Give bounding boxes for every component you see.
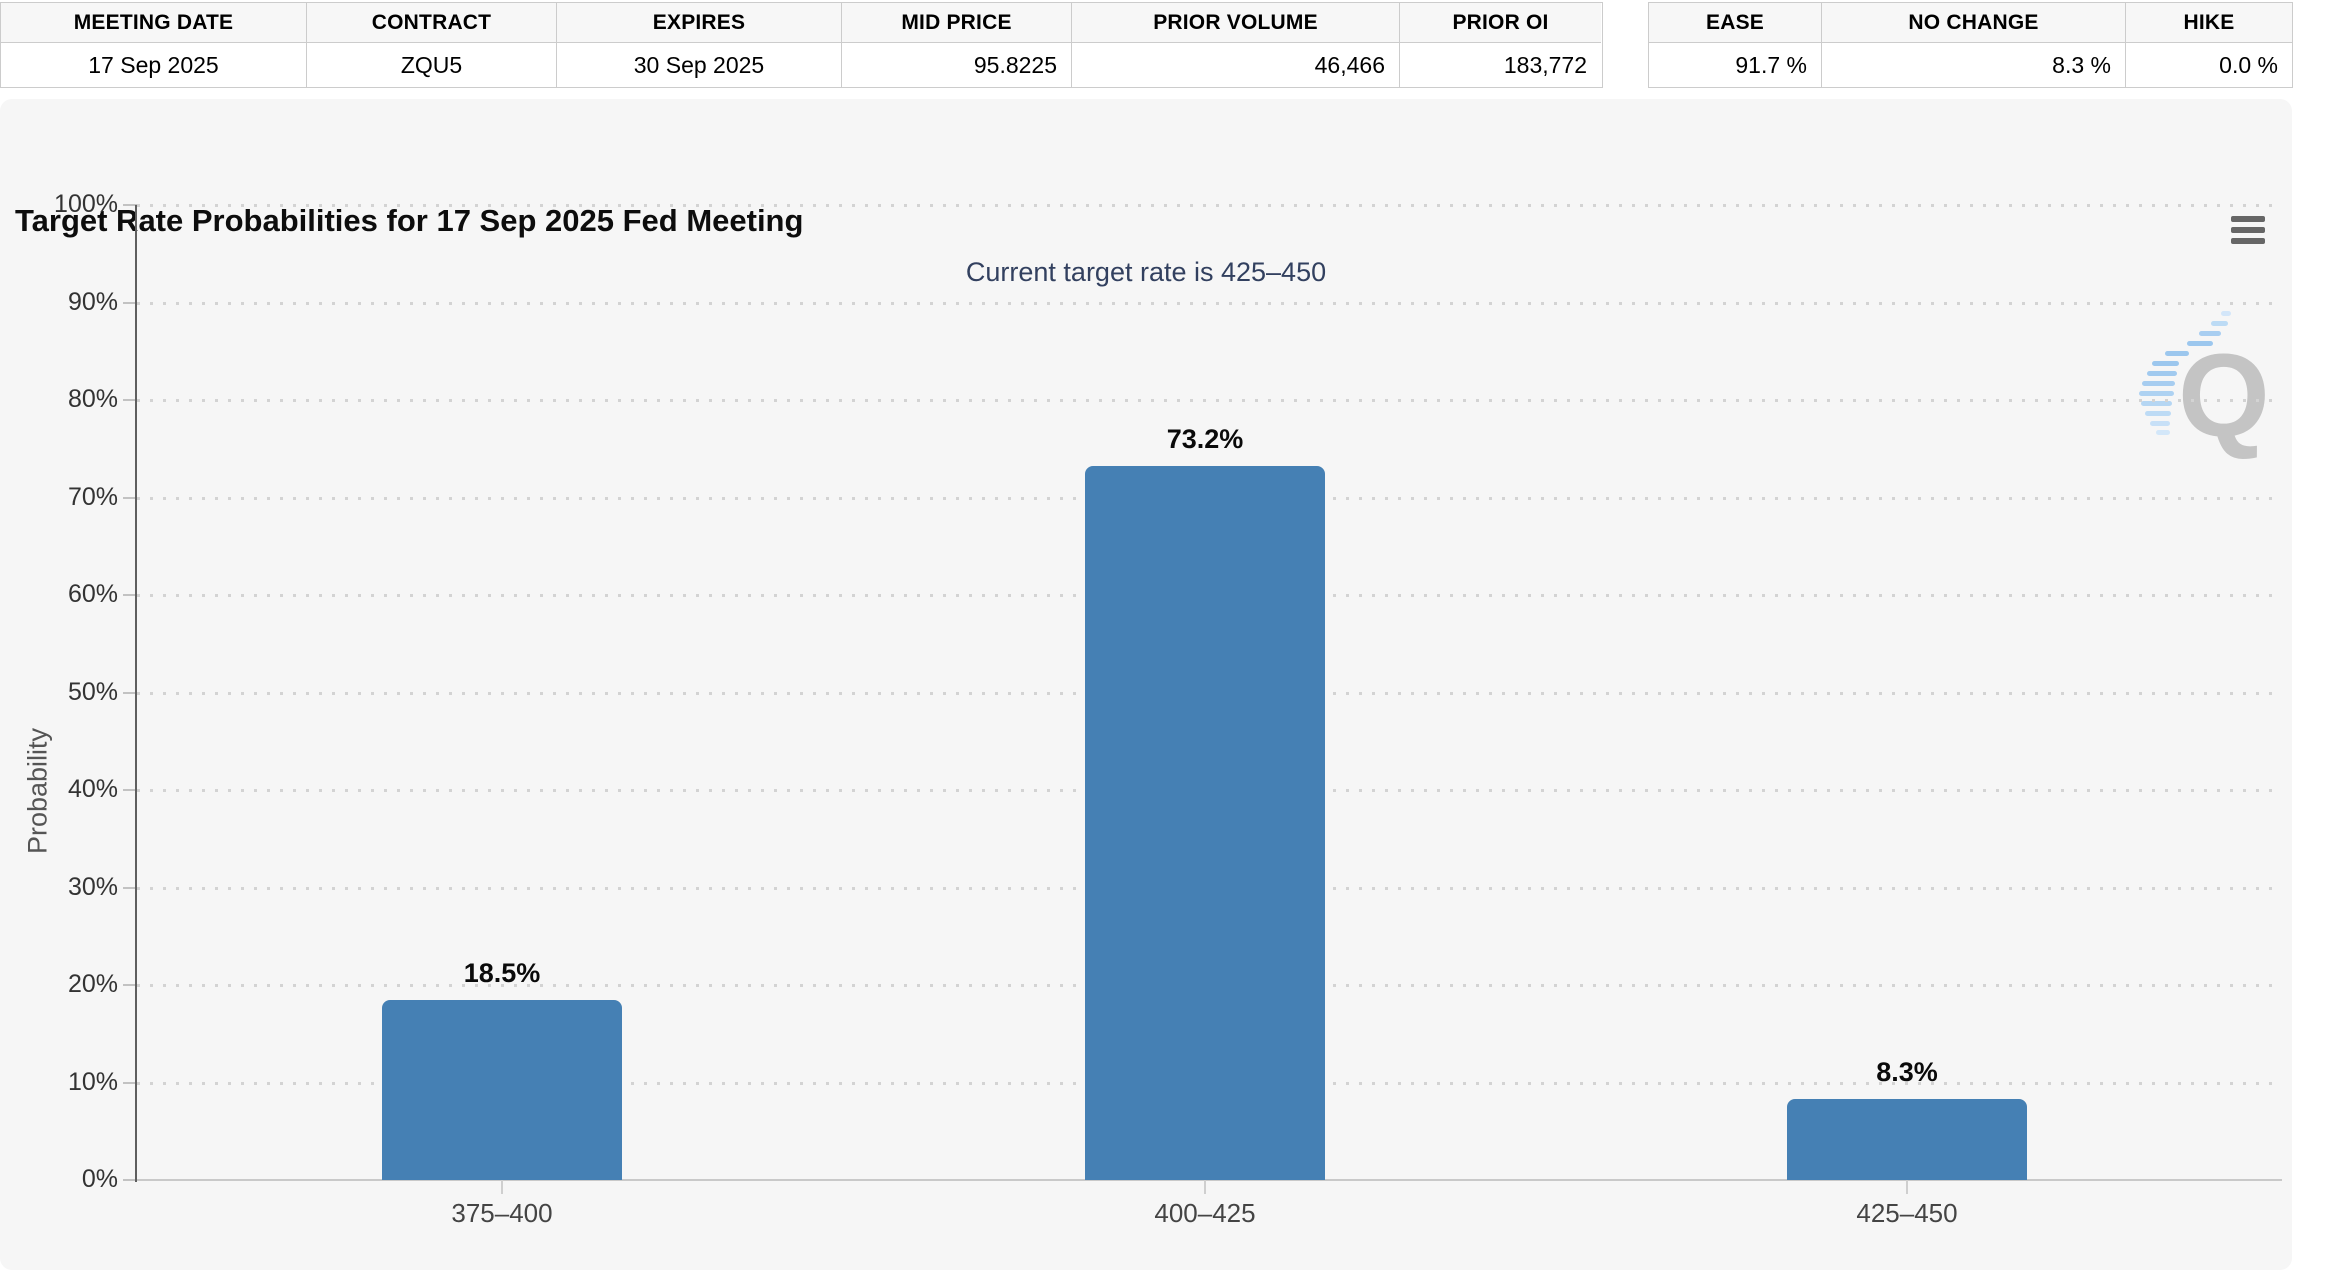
y-axis-tick-label: 60% xyxy=(67,580,118,608)
column-header: HIKE xyxy=(2126,3,2292,43)
y-axis-tick-label: 70% xyxy=(67,482,118,511)
hike-value: 0.0 % xyxy=(2126,43,2292,87)
bar-value-label: 8.3% xyxy=(1876,1057,1938,1087)
y-axis-tick xyxy=(123,1179,137,1181)
y-axis-tick-label: 0% xyxy=(81,1165,118,1193)
watermark-dash xyxy=(2221,311,2231,316)
probability-bar[interactable] xyxy=(1787,1099,2027,1180)
y-axis-tick-label: 50% xyxy=(67,677,118,706)
y-axis-tick xyxy=(123,204,137,206)
y-axis-tick-label: 80% xyxy=(67,385,118,413)
x-axis-tick xyxy=(1204,1180,1206,1194)
expires-value: 30 Sep 2025 xyxy=(557,43,841,87)
column-header: EXPIRES xyxy=(557,3,841,43)
y-axis-line xyxy=(135,205,137,1182)
y-axis-tick-label: 100% xyxy=(54,190,118,218)
x-axis-category-label: 400–425 xyxy=(1154,1198,1256,1228)
table-column-no-change: NO CHANGE 8.3 % xyxy=(1822,3,2126,87)
y-axis-tick xyxy=(123,301,137,304)
y-gridline xyxy=(137,301,2282,305)
y-gridline xyxy=(137,204,2282,207)
watermark-dash xyxy=(2152,361,2179,366)
watermark-dash xyxy=(2141,401,2172,406)
watermark-q-letter: Q xyxy=(2178,330,2270,462)
chart-title: Target Rate Probabilities for 17 Sep 202… xyxy=(15,203,804,238)
column-header: NO CHANGE xyxy=(1822,3,2125,43)
table-column-expires: EXPIRES 30 Sep 2025 xyxy=(557,3,842,87)
bar-value-label: 18.5% xyxy=(463,958,541,988)
watermark-dash xyxy=(2145,411,2171,416)
x-axis-tick xyxy=(501,1180,503,1194)
y-axis-tick xyxy=(123,594,137,596)
watermark-dash xyxy=(2187,341,2213,346)
watermark-dash xyxy=(2156,430,2170,435)
column-header: PRIOR OI xyxy=(1400,3,1601,43)
mid-price-value: 95.8225 xyxy=(842,43,1071,87)
futures-contract-table: MEETING DATE 17 Sep 2025 CONTRACT ZQU5 E… xyxy=(0,2,1603,88)
probability-bar[interactable] xyxy=(1085,466,1325,1180)
chart-subtitle: Current target rate is 425–450 xyxy=(965,257,1327,287)
table-column-prior-oi: PRIOR OI 183,772 xyxy=(1400,3,1601,87)
hamburger-bar xyxy=(2231,238,2265,244)
table-column-contract: CONTRACT ZQU5 xyxy=(307,3,557,87)
y-axis-tick xyxy=(123,399,137,401)
y-axis-tick xyxy=(123,496,137,499)
table-column-ease: EASE 91.7 % xyxy=(1649,3,1822,87)
y-axis-tick xyxy=(123,886,137,889)
y-axis-tick xyxy=(123,984,137,986)
y-axis-tick-label: 90% xyxy=(67,287,118,316)
hamburger-menu-icon[interactable] xyxy=(2231,216,2265,249)
column-header: PRIOR VOLUME xyxy=(1072,3,1399,43)
column-header: CONTRACT xyxy=(307,3,556,43)
prior-volume-value: 46,466 xyxy=(1072,43,1399,87)
x-axis-category-label: 375–400 xyxy=(451,1198,553,1228)
y-axis-tick-label: 30% xyxy=(67,872,118,901)
y-axis-tick-label: 40% xyxy=(67,775,118,803)
y-axis-tick xyxy=(123,691,137,694)
y-axis-tick xyxy=(123,1081,137,1084)
hamburger-bar xyxy=(2231,216,2265,222)
y-gridline xyxy=(137,399,2282,402)
watermark-dash xyxy=(2165,351,2189,356)
x-axis-line xyxy=(137,1179,2282,1181)
no-change-value: 8.3 % xyxy=(1822,43,2125,87)
x-axis-tick xyxy=(1906,1180,1908,1194)
column-header: MEETING DATE xyxy=(1,3,306,43)
probability-bar[interactable] xyxy=(382,1000,622,1180)
prior-oi-value: 183,772 xyxy=(1400,43,1601,87)
y-axis-tick-label: 10% xyxy=(67,1067,118,1096)
watermark-dash xyxy=(2199,331,2221,336)
y-axis-tick-label: 20% xyxy=(67,970,118,998)
watermark-dash xyxy=(2147,371,2177,376)
ease-value: 91.7 % xyxy=(1649,43,1821,87)
hamburger-bar xyxy=(2231,227,2265,233)
watermark-dash xyxy=(2150,421,2170,426)
meeting-date-value: 17 Sep 2025 xyxy=(1,43,306,87)
x-axis-category-label: 425–450 xyxy=(1856,1198,1958,1228)
table-column-prior-volume: PRIOR VOLUME 46,466 xyxy=(1072,3,1400,87)
column-header: EASE xyxy=(1649,3,1821,43)
watermark-dash xyxy=(2211,321,2228,326)
contract-value: ZQU5 xyxy=(307,43,556,87)
watermark-dash xyxy=(2139,391,2174,396)
bar-value-label: 73.2% xyxy=(1166,424,1244,454)
column-header: MID PRICE xyxy=(842,3,1071,43)
table-column-mid-price: MID PRICE 95.8225 xyxy=(842,3,1072,87)
watermark-dash xyxy=(2142,381,2175,386)
table-column-meeting-date: MEETING DATE 17 Sep 2025 xyxy=(1,3,307,87)
table-column-hike: HIKE 0.0 % xyxy=(2126,3,2292,87)
probability-summary-table: EASE 91.7 % NO CHANGE 8.3 % HIKE 0.0 % xyxy=(1648,2,2293,88)
y-axis-tick xyxy=(123,789,137,791)
